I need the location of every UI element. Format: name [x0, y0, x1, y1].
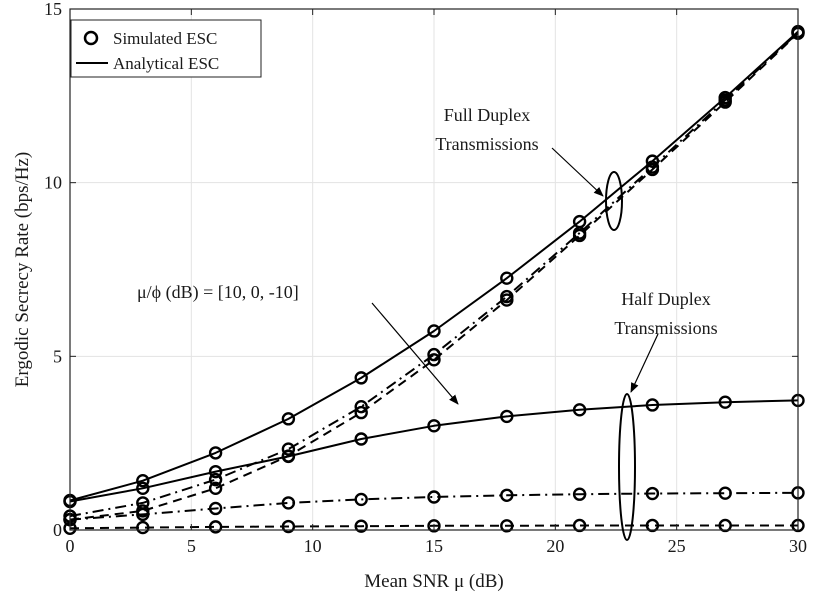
x-axis-title: Mean SNR μ (dB)	[364, 571, 504, 592]
ticks: 0 5 10 15 20 25 30 0 5 10 15	[44, 0, 807, 556]
data-point	[354, 371, 368, 385]
data-point	[354, 432, 368, 446]
y-tick-label: 5	[53, 346, 62, 366]
data-point	[427, 353, 441, 367]
full-duplex-arrow	[551, 147, 604, 197]
data-point	[208, 472, 223, 487]
data-point	[572, 487, 587, 501]
data-point	[136, 507, 150, 522]
series-line	[69, 491, 799, 521]
data-point	[718, 486, 732, 500]
x-tick-label: 30	[789, 536, 807, 556]
data-point	[718, 95, 732, 109]
x-tick-label: 5	[187, 536, 196, 556]
data-point	[354, 399, 368, 414]
y-axis-title: Ergodic Secrecy Rate (bps/Hz)	[12, 152, 33, 387]
full-duplex-ellipse	[605, 171, 623, 231]
x-tick-label: 20	[546, 536, 564, 556]
half-duplex-label-line2: Transmissions	[614, 318, 717, 338]
full-duplex-label-line1: Full Duplex	[444, 105, 531, 125]
data-point	[136, 520, 150, 535]
data-point	[136, 473, 150, 488]
data-point	[281, 496, 296, 510]
data-point	[427, 324, 441, 338]
series-line	[69, 32, 799, 521]
data-point	[500, 271, 514, 285]
data-point	[718, 518, 732, 533]
data-point	[718, 395, 732, 409]
data-point	[500, 409, 514, 424]
data-point	[208, 520, 223, 534]
legend-label-analytical: Analytical ESC	[113, 54, 219, 73]
data-point	[208, 501, 223, 516]
x-tick-label: 0	[66, 536, 75, 556]
y-tick-label: 10	[44, 173, 62, 193]
legend-marker-circle	[83, 30, 99, 46]
data-point	[427, 490, 441, 504]
data-point	[281, 449, 296, 464]
data-point	[500, 519, 514, 533]
data-point	[572, 228, 587, 243]
data-point	[281, 412, 296, 426]
x-tick-label: 15	[425, 536, 443, 556]
data-point	[645, 162, 660, 177]
annotations: Full Duplex Transmissions Half Duplex Tr…	[137, 105, 718, 541]
ratio-label: μ/ϕ (dB) = [10, 0, -10]	[137, 282, 299, 303]
ratio-arrow	[371, 302, 459, 405]
data-point	[281, 442, 296, 456]
full-duplex-label-line2: Transmissions	[435, 134, 538, 154]
data-point	[281, 519, 296, 534]
data-point	[500, 488, 514, 502]
series-line	[69, 399, 799, 503]
legend-label-simulated: Simulated ESC	[113, 29, 217, 48]
data-point	[136, 481, 150, 496]
legend-box	[70, 19, 262, 78]
data-point	[427, 419, 441, 433]
half-duplex-arrow	[630, 333, 659, 393]
y-tick-label: 15	[44, 0, 62, 19]
data-point	[427, 519, 441, 533]
half-duplex-ellipse	[618, 393, 636, 541]
x-tick-label: 10	[304, 536, 322, 556]
half-duplex-label-line1: Half Duplex	[621, 289, 710, 309]
data-point	[572, 403, 587, 417]
series-line	[69, 30, 799, 502]
data-point	[645, 518, 660, 533]
y-tick-label: 0	[53, 520, 62, 540]
data-point	[208, 464, 223, 479]
data-point	[645, 486, 660, 501]
series-line	[69, 31, 799, 518]
data-point	[572, 518, 587, 533]
data-point	[354, 405, 368, 420]
grid	[70, 9, 798, 530]
data-point	[500, 293, 514, 307]
data-point	[354, 492, 368, 507]
data-point	[645, 398, 660, 412]
legend: Simulated ESC Analytical ESC	[70, 19, 262, 78]
data-point	[208, 446, 223, 460]
data-point	[354, 519, 368, 533]
data-point	[208, 481, 223, 496]
x-tick-label: 25	[668, 536, 686, 556]
